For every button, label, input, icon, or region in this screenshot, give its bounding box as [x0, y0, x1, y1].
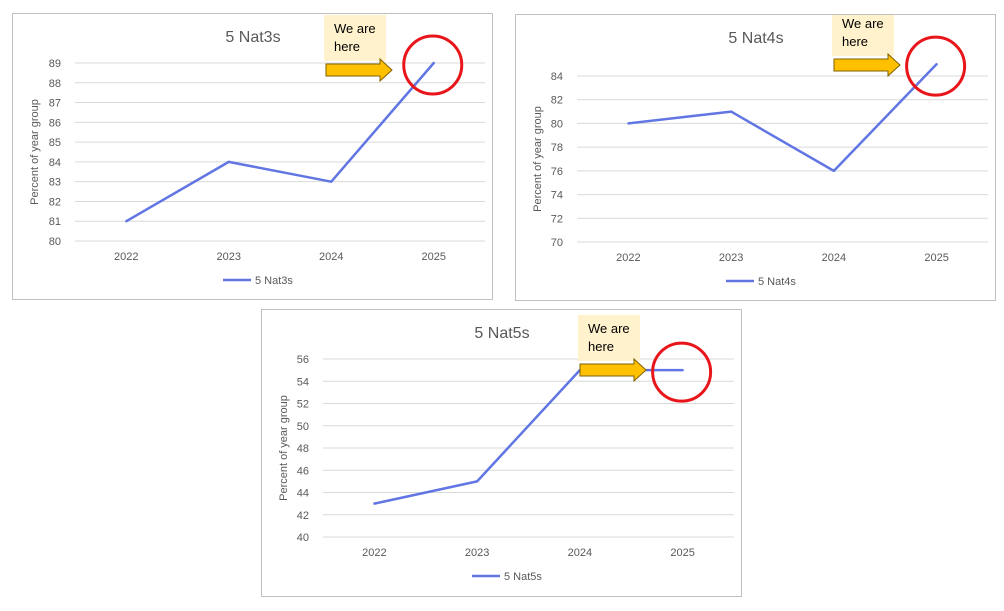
- highlight-circle: [905, 35, 967, 97]
- chart-nat3s-svg: 5 Nat3s 80 81 82 83 84 85 86 87 88 89 2022 2023 2024 2…: [29, 15, 485, 287]
- y-axis-label: Percent of year group: [29, 99, 41, 205]
- y-tick-label: 82: [49, 196, 61, 208]
- highlight-circle: [402, 34, 464, 96]
- data-point: [832, 169, 836, 173]
- arrow-shape: [325, 57, 393, 83]
- chart-title: 5 Nat3s: [225, 29, 280, 46]
- arrow-shape: [833, 52, 901, 78]
- legend-label: 5 Nat4s: [758, 276, 796, 288]
- y-tick-label: 86: [49, 117, 61, 129]
- data-point: [681, 368, 684, 372]
- y-tick-label: 83: [49, 177, 61, 189]
- x-tick-label: 2024: [319, 251, 343, 263]
- y-tick-label: 88: [49, 78, 61, 90]
- y-tick-label: 81: [49, 216, 61, 228]
- note-text-line1: We are: [842, 16, 884, 31]
- y-tick-label: 54: [297, 376, 309, 388]
- legend-label: 5 Nat5s: [504, 571, 542, 583]
- series-line: [628, 63, 938, 173]
- x-tick-label: 2022: [616, 252, 640, 264]
- x-tick-label: 2024: [822, 252, 846, 264]
- chart-nat5s-svg: 5 Nat5s 40 42 44 46 48 50 52 54 56 2022 2023 2024 202…: [278, 315, 734, 583]
- legend-label: 5 Nat3s: [255, 275, 293, 287]
- x-tick-label: 2022: [114, 251, 138, 263]
- data-point: [729, 110, 733, 113]
- y-tick-label: 50: [297, 421, 309, 433]
- x-tick-label: 2025: [422, 251, 446, 263]
- y-tick-label: 46: [297, 465, 309, 477]
- y-tick-label: 48: [297, 443, 309, 455]
- y-tick-label: 56: [297, 354, 309, 366]
- y-tick-label: 74: [551, 190, 563, 202]
- y-tick-label: 78: [551, 142, 563, 154]
- x-tick-label: 2025: [924, 252, 948, 264]
- x-tick-label: 2023: [719, 252, 743, 264]
- data-point: [373, 502, 376, 505]
- y-tick-label: 84: [49, 157, 61, 169]
- y-tick-label: 70: [551, 237, 563, 249]
- note-text-line2: here: [588, 339, 614, 354]
- highlight-circle: [651, 341, 713, 403]
- x-tick-label: 2023: [465, 547, 489, 559]
- data-point: [330, 180, 333, 183]
- note-text-line1: We are: [588, 321, 630, 336]
- data-point: [935, 62, 938, 66]
- series-line: [374, 368, 683, 505]
- y-tick-label: 76: [551, 166, 563, 178]
- data-point: [627, 122, 630, 125]
- chart-nat3s: 5 Nat3s 80 81 82 83 84 85 86 87 88 89 2022 2023 2024 2…: [12, 13, 493, 300]
- y-axis-label: Percent of year group: [278, 395, 290, 501]
- chart-nat4s: 5 Nat4s 70 72 74 76 78 80 82 84 2022 2023 2024 2025 P…: [515, 14, 996, 301]
- y-tick-label: 85: [49, 137, 61, 149]
- chart-nat4s-svg: 5 Nat4s 70 72 74 76 78 80 82 84 2022 2023 2024 2025 P…: [532, 15, 988, 288]
- x-tick-label: 2025: [670, 547, 694, 559]
- note-box: [832, 15, 894, 56]
- y-tick-label: 84: [551, 71, 563, 83]
- arrow-shape: [579, 357, 647, 383]
- note-box: [324, 15, 386, 61]
- x-tick-label: 2024: [568, 547, 592, 559]
- x-tick-label: 2023: [217, 251, 241, 263]
- chart-title: 5 Nat5s: [474, 325, 529, 342]
- data-point: [125, 220, 128, 223]
- chart-nat5s: 5 Nat5s 40 42 44 46 48 50 52 54 56 2022 2023 2024 202…: [261, 309, 742, 597]
- y-tick-label: 82: [551, 95, 563, 107]
- y-tick-label: 80: [551, 118, 563, 130]
- note-text-line2: here: [842, 34, 868, 49]
- x-tick-label: 2022: [362, 547, 386, 559]
- y-tick-label: 89: [49, 58, 61, 70]
- note-text-line1: We are: [334, 21, 376, 36]
- y-tick-label: 52: [297, 399, 309, 411]
- chart-title: 5 Nat4s: [728, 30, 783, 47]
- y-tick-label: 87: [49, 98, 61, 110]
- y-tick-label: 40: [297, 532, 309, 544]
- note-box: [578, 315, 640, 361]
- y-axis-label: Percent of year group: [532, 106, 544, 212]
- note-text-line2: here: [334, 39, 360, 54]
- data-point: [432, 61, 435, 65]
- data-point: [227, 160, 230, 164]
- y-tick-label: 44: [297, 488, 309, 500]
- y-tick-label: 80: [49, 236, 61, 248]
- y-tick-label: 72: [551, 213, 563, 225]
- series-line: [125, 62, 435, 223]
- data-point: [475, 480, 479, 483]
- y-tick-label: 42: [297, 510, 309, 522]
